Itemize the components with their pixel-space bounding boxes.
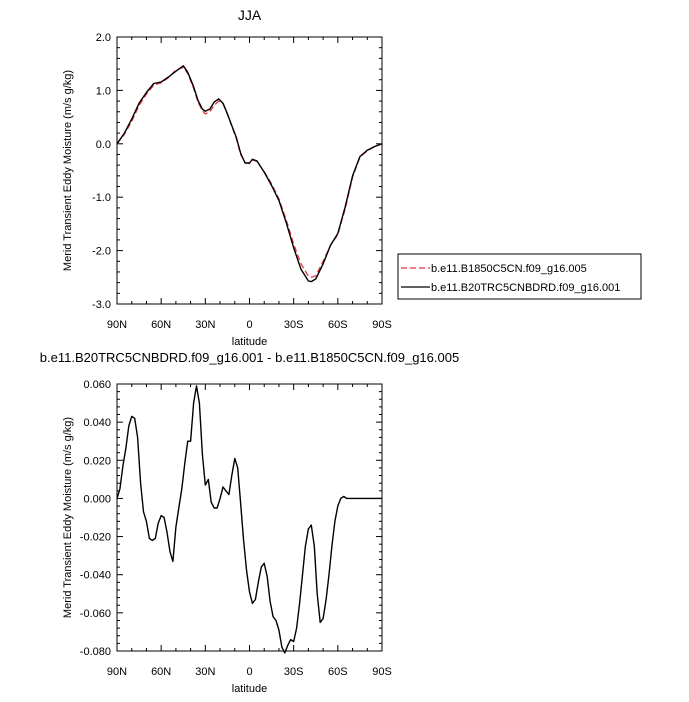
x-tick-label: 30S	[284, 666, 304, 678]
y-tick-label: 1.0	[96, 85, 111, 97]
y-axis-label: Merid Transient Eddy Moisture (m/s g/kg)	[62, 70, 74, 271]
x-tick-label: 90S	[372, 666, 392, 678]
plot-frame	[116, 383, 383, 652]
y-tick-label: -0.040	[80, 570, 111, 582]
x-tick-label: 90N	[107, 666, 127, 678]
y-tick-label: -0.020	[80, 532, 111, 544]
x-tick-label: 0	[246, 319, 252, 331]
legend-box	[397, 253, 642, 300]
y-tick-label: -2.0	[92, 246, 111, 258]
y-tick-label: -3.0	[92, 299, 111, 311]
y-tick-label: -0.080	[80, 646, 111, 658]
series-line-0	[116, 385, 382, 654]
x-tick-label: 90N	[107, 319, 127, 331]
x-tick-label: 60S	[328, 319, 348, 331]
bottom-panel: 0.060 0.040 0.020 0.000 -0.020 -0.040 -0.060 -0…	[40, 350, 459, 695]
series-line-1	[116, 65, 383, 283]
y-tick-label: -1.0	[92, 192, 111, 204]
x-tick-label: 30N	[195, 666, 215, 678]
x-axis-label: latitude	[232, 336, 267, 348]
x-tick-label: 0	[246, 666, 252, 678]
y-tick-label: 0.000	[83, 493, 111, 505]
x-tick-label: 30N	[195, 319, 215, 331]
y-tick-label: 0.020	[83, 455, 111, 467]
y-tick-label: 2.0	[96, 32, 111, 44]
x-tick-label: 60N	[151, 319, 171, 331]
chart-title: b.e11.B20TRC5CNBDRD.f09_g16.001 - b.e11.…	[40, 350, 459, 365]
x-axis-label: latitude	[232, 683, 267, 695]
legend-label-1: b.e11.B20TRC5CNBDRD.f09_g16.001	[431, 282, 620, 294]
legend: b.e11.B1850C5CN.f09_g16.005 b.e11.B20TRC5…	[397, 253, 642, 300]
y-tick-label: 0.040	[83, 417, 111, 429]
y-tick-label: 0.060	[83, 379, 111, 391]
chart-title: JJA	[238, 7, 262, 23]
x-tick-label: 60S	[328, 666, 348, 678]
legend-label-0: b.e11.B1850C5CN.f09_g16.005	[431, 263, 587, 275]
x-tick-label: 60N	[151, 666, 171, 678]
series-line-0	[116, 66, 383, 278]
x-tick-label: 90S	[372, 319, 392, 331]
x-tick-label: 30S	[284, 319, 304, 331]
plot-frame	[116, 36, 383, 305]
y-axis-label: Merid Transient Eddy Moisture (m/s g/kg)	[62, 417, 74, 618]
top-panel: 2.0 1.0 0.0 -1.0 -2.0 -3.0 90N 60N 30N 0 30S 60S 90S…	[62, 7, 392, 348]
y-tick-label: -0.060	[80, 608, 111, 620]
y-tick-label: 0.0	[96, 139, 111, 151]
